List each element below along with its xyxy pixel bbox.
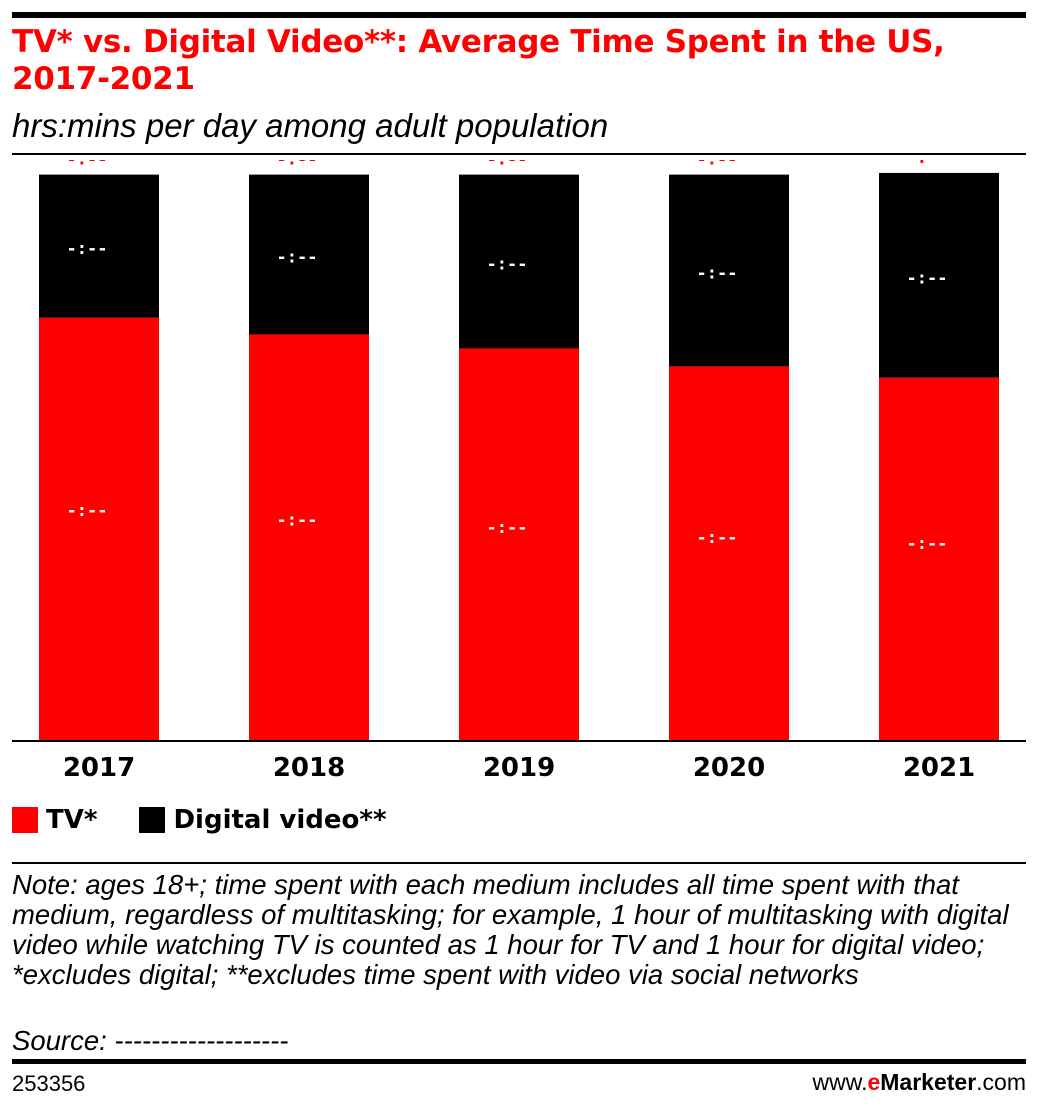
bar-digital-video-2020: [669, 174, 789, 367]
chart-subtitle: hrs:mins per day among adult population: [12, 107, 609, 144]
stacked-bar-chart: -:-- -:-- -:-- -:-- -:-- -:-- -:-- -:-- -:-- -:--…: [12, 160, 1026, 783]
value-label-tv-2019: -:--: [487, 518, 528, 538]
chart-id: 253356: [12, 1071, 86, 1096]
chart-title: TV* vs. Digital Video**: Average Time Sp…: [12, 24, 945, 97]
x-tick-label-2017: 2017: [63, 753, 135, 783]
labels-layer: -:-- -:-- -:-- -:-- -:-- -:-- -:-- -:-- -:-- -:--…: [67, 160, 948, 554]
brand-name: Marketer: [880, 1069, 977, 1095]
x-tick-label-2021: 2021: [903, 753, 975, 783]
chart-note: Note: ages 18+; time spent with each med…: [12, 869, 1009, 990]
x-tick-label-2018: 2018: [273, 753, 345, 783]
value-label-digital-video-2019: -:--: [487, 255, 528, 275]
value-label-tv-2018: -:--: [277, 510, 318, 530]
total-label-2020: -:--: [697, 160, 738, 170]
total-label-2018: -:--: [277, 160, 318, 170]
subtitle-rule: [12, 153, 1026, 155]
value-label-tv-2017: -:--: [67, 501, 108, 521]
bar-digital-video-2017: [39, 174, 159, 318]
brand-suffix: .com: [976, 1069, 1026, 1095]
value-label-tv-2020: -:--: [697, 528, 738, 548]
note-rule: [12, 862, 1026, 864]
legend-label-tv: TV*: [46, 805, 98, 835]
bar-digital-video-2019: [459, 174, 579, 349]
value-label-digital-video-2018: -:--: [277, 248, 318, 268]
bars-layer: [39, 172, 999, 741]
bottom-rule: [12, 1059, 1026, 1064]
total-label-2021: -:--: [907, 160, 948, 168]
brand-accent: e: [867, 1069, 881, 1095]
value-label-digital-video-2021: -:--: [907, 268, 948, 288]
x-tick-label-2019: 2019: [483, 753, 555, 783]
brand-prefix: www.: [812, 1069, 868, 1095]
top-rule: [12, 12, 1026, 18]
legend-swatch-tv: [12, 807, 38, 833]
value-label-digital-video-2017: -:--: [67, 239, 108, 259]
legend: TV* Digital video**: [12, 802, 429, 838]
total-label-2017: -:--: [67, 160, 108, 170]
bar-digital-video-2018: [249, 174, 369, 335]
legend-swatch-digital-video: [139, 807, 166, 833]
bar-tv-2018: [249, 334, 369, 741]
value-label-digital-video-2020: -:--: [697, 264, 738, 284]
chart-source: Source: -------------------: [12, 1025, 289, 1056]
value-label-tv-2021: -:--: [907, 534, 948, 554]
x-tick-label-2020: 2020: [693, 753, 765, 783]
bar-tv-2020: [669, 366, 789, 741]
legend-label-digital-video: Digital video**: [173, 805, 387, 835]
x-axis-tick-labels: 2017 2018 2019 2020 2021: [63, 753, 975, 783]
bar-tv-2019: [459, 348, 579, 741]
bar-tv-2017: [39, 317, 159, 741]
bar-tv-2021: [879, 377, 999, 741]
total-label-2019: -:--: [487, 160, 528, 170]
bar-digital-video-2021: [879, 172, 999, 378]
legend-item-tv: TV*: [12, 805, 97, 835]
legend-item-digital-video: Digital video**: [139, 805, 387, 835]
brand-link[interactable]: www.eMarketer.com: [813, 1069, 1026, 1096]
